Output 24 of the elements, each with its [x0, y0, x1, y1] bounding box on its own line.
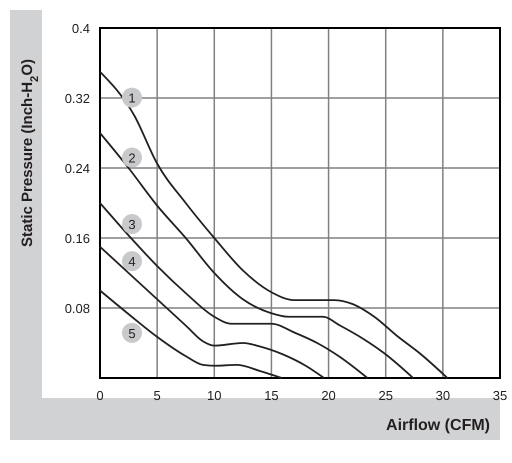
series-label: 4	[128, 254, 136, 270]
x-tick-label: 30	[436, 388, 450, 403]
series-label: 5	[128, 326, 136, 341]
x-tick-label: 20	[321, 388, 336, 403]
y-tick-label: 0.32	[64, 91, 90, 106]
y-tick-label: 0.24	[64, 161, 90, 176]
x-tick-label: 5	[154, 388, 161, 403]
y-tick-label: 0.16	[64, 231, 90, 246]
x-tick-label: 25	[378, 388, 393, 403]
line-series	[99, 290, 283, 379]
line-series	[99, 70, 448, 379]
x-tick-label: 35	[492, 388, 508, 403]
x-axis-title: Airflow (CFM)	[386, 417, 490, 434]
y-tick-label: 0.08	[64, 301, 90, 316]
y-tick-label: 0.4	[72, 21, 90, 36]
x-tick-label: 15	[264, 388, 279, 403]
x-tick-label: 10	[207, 388, 222, 403]
series-label: 2	[128, 150, 136, 166]
line-series	[99, 246, 325, 379]
line-series	[99, 132, 414, 379]
line-series	[99, 202, 368, 379]
series-label: 1	[128, 90, 136, 106]
x-tick-label: 0	[96, 388, 104, 403]
series-label: 3	[128, 217, 136, 232]
